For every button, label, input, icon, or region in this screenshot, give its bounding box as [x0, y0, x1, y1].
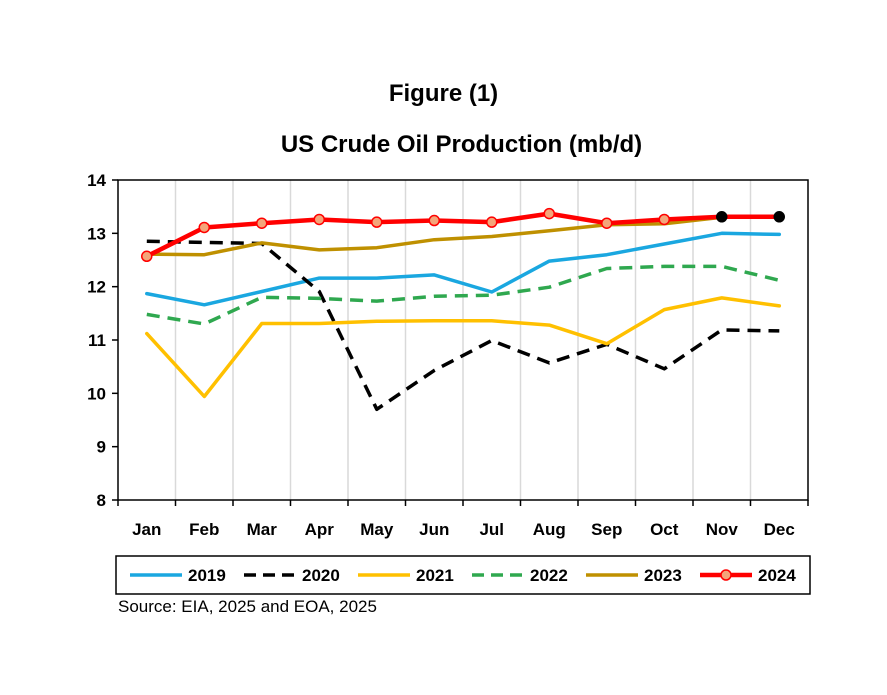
y-tick-label: 9 [97, 438, 106, 457]
y-tick-label: 14 [87, 171, 106, 190]
legend-item-2023: 2023 [586, 566, 682, 585]
axes [112, 179, 809, 506]
legend-item-2024: 2024 [700, 566, 796, 585]
data-point-2024-Jan [141, 250, 153, 263]
legend: 2019 2020 2021 2022 2023 2024 [115, 555, 811, 595]
x-tick-label: Aug [533, 520, 566, 539]
source-note: Source: EIA, 2025 and EOA, 2025 [118, 597, 377, 616]
data-point-2024-Dec [773, 211, 785, 223]
x-tick-label: Jun [419, 520, 449, 539]
series-lines [144, 211, 782, 412]
tick-labels: 8 9 10 11 12 13 14 Jan Feb Mar Apr May Jun Jul Aug Sep O… [87, 171, 795, 539]
legend-marker-2024 [720, 569, 732, 581]
legend-item-2022: 2022 [472, 566, 568, 585]
data-point-2024-Feb [198, 221, 210, 234]
legend-label-2019: 2019 [188, 566, 226, 585]
x-tick-label: Apr [305, 520, 335, 539]
x-tick-label: Mar [247, 520, 278, 539]
data-point-2024-Oct [658, 213, 670, 226]
legend-label-2023: 2023 [644, 566, 682, 585]
data-point-2024-Mar [256, 217, 268, 229]
x-tick-label: Jan [132, 520, 161, 539]
legend-label-2022: 2022 [530, 566, 568, 585]
data-point-2024-Jul [486, 216, 498, 228]
y-tick-label: 11 [88, 331, 106, 350]
legend-label-2024: 2024 [758, 566, 796, 585]
y-tick-label: 10 [87, 384, 106, 403]
figure-label: Figure (1) [388, 80, 499, 107]
data-point-2024-Aug [543, 207, 555, 220]
legend-box [115, 555, 811, 595]
y-tick-label: 13 [87, 224, 106, 243]
y-tick-label: 8 [97, 491, 106, 510]
x-tick-label: Nov [706, 520, 739, 539]
legend-item-2021: 2021 [358, 566, 454, 585]
series-line-2021 [145, 296, 782, 399]
series-line-2019 [145, 231, 782, 307]
data-point-2024-May [371, 216, 383, 228]
x-tick-label: Feb [189, 520, 219, 539]
chart-title: US Crude Oil Production (mb/d) [280, 131, 643, 158]
data-point-2024-Sep [601, 217, 613, 229]
series-markers [141, 207, 785, 263]
series-line-2022 [146, 264, 780, 326]
legend-label-2020: 2020 [302, 566, 340, 585]
x-tick-label: Jul [479, 520, 504, 539]
legend-item-2020: 2020 [244, 566, 340, 585]
x-tick-label: Sep [591, 520, 622, 539]
series-line-2023 [145, 215, 724, 257]
data-point-2024-Apr [313, 213, 325, 226]
y-tick-label: 12 [87, 278, 106, 297]
x-tick-label: May [360, 520, 394, 539]
data-point-2024-Nov [716, 211, 728, 223]
series-line-2024 [144, 211, 782, 259]
legend-item-2019: 2019 [130, 566, 226, 585]
data-point-2024-Jun [428, 214, 440, 227]
grid-lines [174, 180, 752, 500]
x-tick-label: Oct [650, 520, 679, 539]
x-tick-label: Dec [764, 520, 795, 539]
legend-label-2021: 2021 [416, 566, 454, 585]
